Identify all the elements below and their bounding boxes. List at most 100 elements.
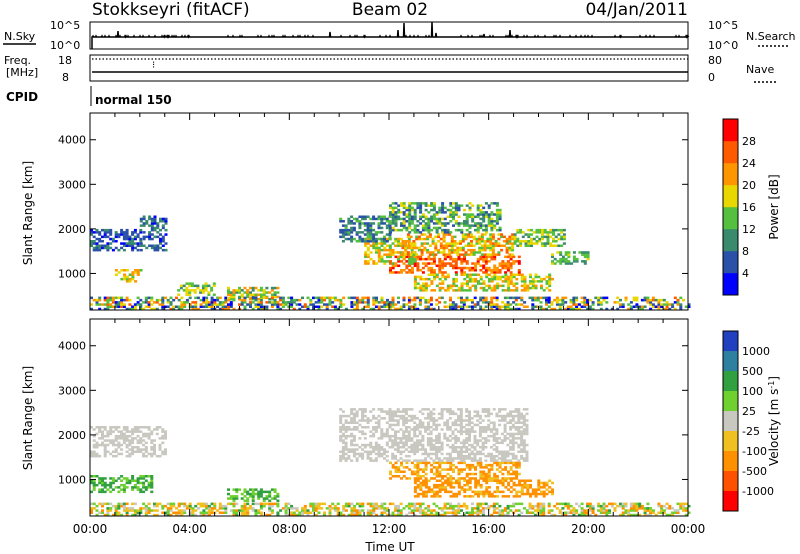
data-cell	[654, 298, 658, 302]
data-cell	[344, 448, 348, 451]
data-cell	[473, 511, 477, 514]
data-cell	[671, 511, 675, 514]
data-cell	[489, 412, 493, 416]
data-cell	[339, 305, 343, 308]
data-cell	[372, 509, 376, 512]
data-cell	[229, 301, 233, 304]
data-cell	[374, 459, 378, 462]
data-cell	[172, 307, 176, 311]
data-cell	[150, 481, 154, 485]
data-cell	[638, 507, 642, 510]
data-cell	[111, 488, 115, 491]
data-cell	[155, 502, 159, 506]
data-cell	[646, 507, 650, 510]
data-cell	[561, 507, 565, 510]
data-cell	[468, 439, 471, 442]
data-cell	[531, 296, 535, 300]
data-cell	[454, 450, 458, 453]
data-cell	[106, 509, 110, 512]
data-cell	[479, 222, 483, 225]
data-cell	[495, 208, 499, 212]
data-cell	[352, 426, 356, 429]
data-cell	[679, 296, 683, 300]
data-cell	[457, 452, 460, 456]
data-cell	[569, 298, 573, 302]
data-cell	[355, 410, 359, 413]
data-cell	[616, 301, 620, 304]
data-cell	[482, 282, 486, 285]
data-cell	[468, 202, 472, 205]
data-cell	[459, 426, 463, 429]
data-cell	[405, 255, 409, 259]
data-cell	[259, 492, 263, 496]
data-cell	[487, 495, 491, 498]
data-cell	[243, 509, 247, 512]
data-cell	[501, 289, 505, 292]
colorbar-tick-label: 24	[742, 157, 756, 170]
data-cell	[133, 502, 137, 506]
data-cell	[457, 507, 461, 510]
data-cell	[588, 502, 592, 506]
data-cell	[547, 298, 551, 302]
data-cell	[548, 280, 552, 283]
data-cell	[511, 242, 515, 245]
data-cell	[463, 468, 466, 471]
data-cell	[438, 472, 442, 476]
data-cell	[394, 475, 398, 478]
data-cell	[413, 481, 417, 485]
data-cell	[369, 434, 373, 438]
data-cell	[503, 437, 507, 440]
data-cell	[570, 262, 574, 265]
data-cell	[218, 301, 222, 304]
data-cell	[402, 220, 406, 223]
data-cell	[506, 262, 510, 265]
data-cell	[493, 257, 497, 261]
data-cell	[446, 410, 450, 413]
data-cell	[442, 235, 446, 239]
data-cell	[486, 237, 490, 241]
data-cell	[312, 305, 315, 308]
data-cell	[468, 286, 472, 290]
data-cell	[397, 509, 400, 512]
data-cell	[355, 513, 359, 517]
data-cell	[410, 504, 414, 508]
data-cell	[426, 414, 430, 418]
data-cell	[407, 260, 411, 263]
data-cell	[503, 513, 507, 517]
data-cell	[120, 504, 124, 508]
data-cell	[377, 454, 381, 458]
data-cell	[229, 509, 233, 512]
data-cell	[449, 298, 452, 302]
data-cell	[489, 240, 493, 243]
data-cell	[481, 298, 485, 302]
data-cell	[259, 495, 263, 498]
data-cell	[505, 237, 509, 241]
data-cell	[479, 477, 483, 480]
data-cell	[147, 426, 151, 429]
data-cell	[539, 509, 543, 512]
data-cell	[501, 509, 505, 512]
data-cell	[492, 504, 496, 508]
data-cell	[493, 202, 497, 205]
data-cell	[303, 509, 307, 512]
data-cell	[583, 513, 587, 517]
data-cell	[424, 264, 428, 267]
data-cell	[449, 255, 453, 259]
data-cell	[125, 228, 129, 232]
data-cell	[136, 434, 140, 438]
data-cell	[452, 463, 455, 467]
data-cell	[485, 488, 489, 491]
data-cell	[640, 507, 644, 510]
data-cell	[448, 439, 452, 442]
data-cell	[512, 488, 516, 491]
data-cell	[114, 235, 118, 239]
data-cell	[459, 452, 463, 456]
data-cell	[350, 226, 354, 230]
data-cell	[629, 307, 633, 311]
data-cell	[98, 237, 102, 241]
data-cell	[402, 255, 406, 259]
data-cell	[125, 477, 129, 480]
data-cell	[251, 296, 255, 300]
data-cell	[442, 251, 446, 254]
data-cell	[454, 441, 458, 445]
